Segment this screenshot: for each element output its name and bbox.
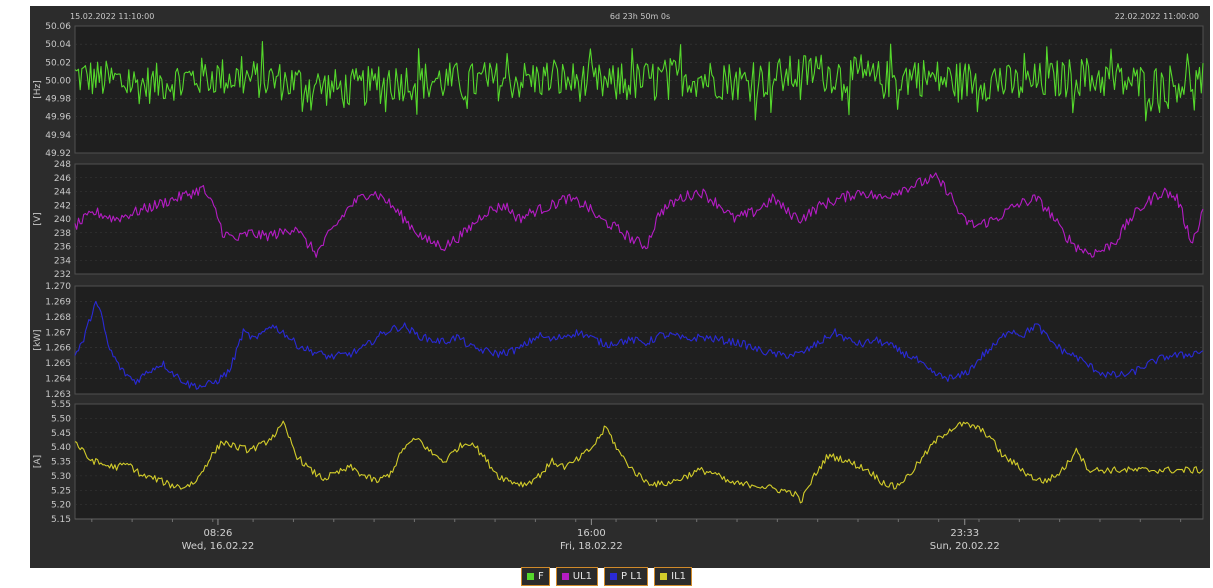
y-tick-label-ul1: 238 — [54, 229, 71, 239]
y-tick-label-f: 50.04 — [45, 40, 71, 50]
series-line-pl1 — [74, 300, 1204, 390]
legend-label: IL1 — [671, 571, 687, 582]
x-tick-time-label: 23:33 — [950, 528, 979, 539]
y-tick-label-ul1: 248 — [54, 160, 71, 170]
y-tick-label-ul1: 236 — [54, 243, 71, 253]
y-tick-label-ul1: 234 — [54, 256, 71, 266]
y-tick-label-pl1: 1.265 — [45, 359, 71, 369]
y-tick-label-f: 49.92 — [45, 149, 71, 159]
y-tick-label-f: 49.96 — [45, 113, 71, 123]
y-tick-label-ul1: 244 — [54, 188, 71, 198]
y-tick-label-ul1: 232 — [54, 270, 71, 280]
y-tick-label-il1: 5.25 — [51, 486, 71, 496]
y-tick-label-ul1: 242 — [54, 201, 71, 211]
series-line-il1 — [74, 420, 1204, 504]
y-tick-label-f: 50.00 — [45, 76, 71, 86]
legend-label: P L1 — [620, 571, 643, 582]
y-axis-label-pl1: [kW] — [33, 329, 43, 350]
y-axis-label-il1: [A] — [33, 455, 43, 468]
y-tick-label-il1: 5.50 — [51, 414, 71, 424]
duration-label: 6d 23h 50m 0s — [609, 12, 671, 21]
legend-swatch-icon — [660, 573, 668, 580]
y-tick-label-il1: 5.30 — [51, 472, 71, 482]
y-axis-label-ul1: [V] — [33, 212, 43, 225]
x-tick-date-label: Fri, 18.02.22 — [560, 541, 623, 552]
y-tick-label-f: 50.02 — [45, 58, 71, 68]
y-tick-label-ul1: 246 — [54, 174, 71, 184]
y-axis-label-f: [Hz] — [33, 80, 43, 99]
plots-svg: 50.06 50.04 50.02 50.00 49.98 49.96 49.94 49.92… — [33, 22, 1204, 552]
y-tick-label-pl1: 1.269 — [45, 297, 71, 307]
y-tick-label-il1: 5.45 — [51, 429, 71, 439]
y-tick-label-il1: 5.40 — [51, 443, 71, 453]
legend-label: F — [537, 571, 544, 582]
x-tick-date-label: Wed, 16.02.22 — [182, 541, 255, 552]
start-timestamp: 15.02.2022 11:10:00 — [70, 12, 155, 21]
x-tick-time-label: 08:26 — [204, 528, 233, 539]
legend-item-f[interactable]: F — [520, 567, 550, 586]
y-tick-label-il1: 5.20 — [51, 501, 71, 511]
y-tick-label-il1: 5.15 — [51, 515, 71, 525]
y-tick-label-il1: 5.35 — [51, 458, 71, 468]
y-tick-label-f: 49.94 — [45, 131, 71, 141]
x-tick-date-label: Sun, 20.02.22 — [930, 541, 1000, 552]
series-line-ul1 — [74, 172, 1204, 258]
legend-swatch-icon — [561, 573, 569, 580]
legend-item-il1[interactable]: IL1 — [654, 567, 693, 586]
y-tick-label-pl1: 1.266 — [45, 344, 71, 354]
y-tick-label-pl1: 1.268 — [45, 313, 71, 323]
x-tick-time-label: 16:00 — [577, 528, 606, 539]
legend: F UL1 P L1 IL1 — [0, 567, 1213, 588]
legend-item-ul1[interactable]: UL1 — [555, 567, 598, 586]
y-tick-label-pl1: 1.264 — [45, 375, 71, 385]
series-line-f — [74, 40, 1204, 122]
legend-swatch-icon — [526, 573, 534, 580]
legend-swatch-icon — [609, 573, 617, 580]
y-tick-label-pl1: 1.267 — [45, 328, 71, 338]
legend-label: UL1 — [572, 571, 592, 582]
y-tick-label-f: 49.98 — [45, 95, 71, 105]
y-tick-label-ul1: 240 — [54, 215, 71, 225]
y-tick-label-f: 50.06 — [45, 22, 71, 32]
y-tick-label-pl1: 1.270 — [45, 282, 71, 292]
legend-item-pl1[interactable]: P L1 — [603, 567, 649, 586]
plot-area-il1 — [74, 403, 1204, 520]
y-tick-label-pl1: 1.263 — [45, 390, 71, 400]
y-tick-label-il1: 5.55 — [51, 400, 71, 410]
plot-area-ul1 — [74, 163, 1204, 275]
end-timestamp: 22.02.2022 11:00:00 — [1114, 12, 1199, 21]
